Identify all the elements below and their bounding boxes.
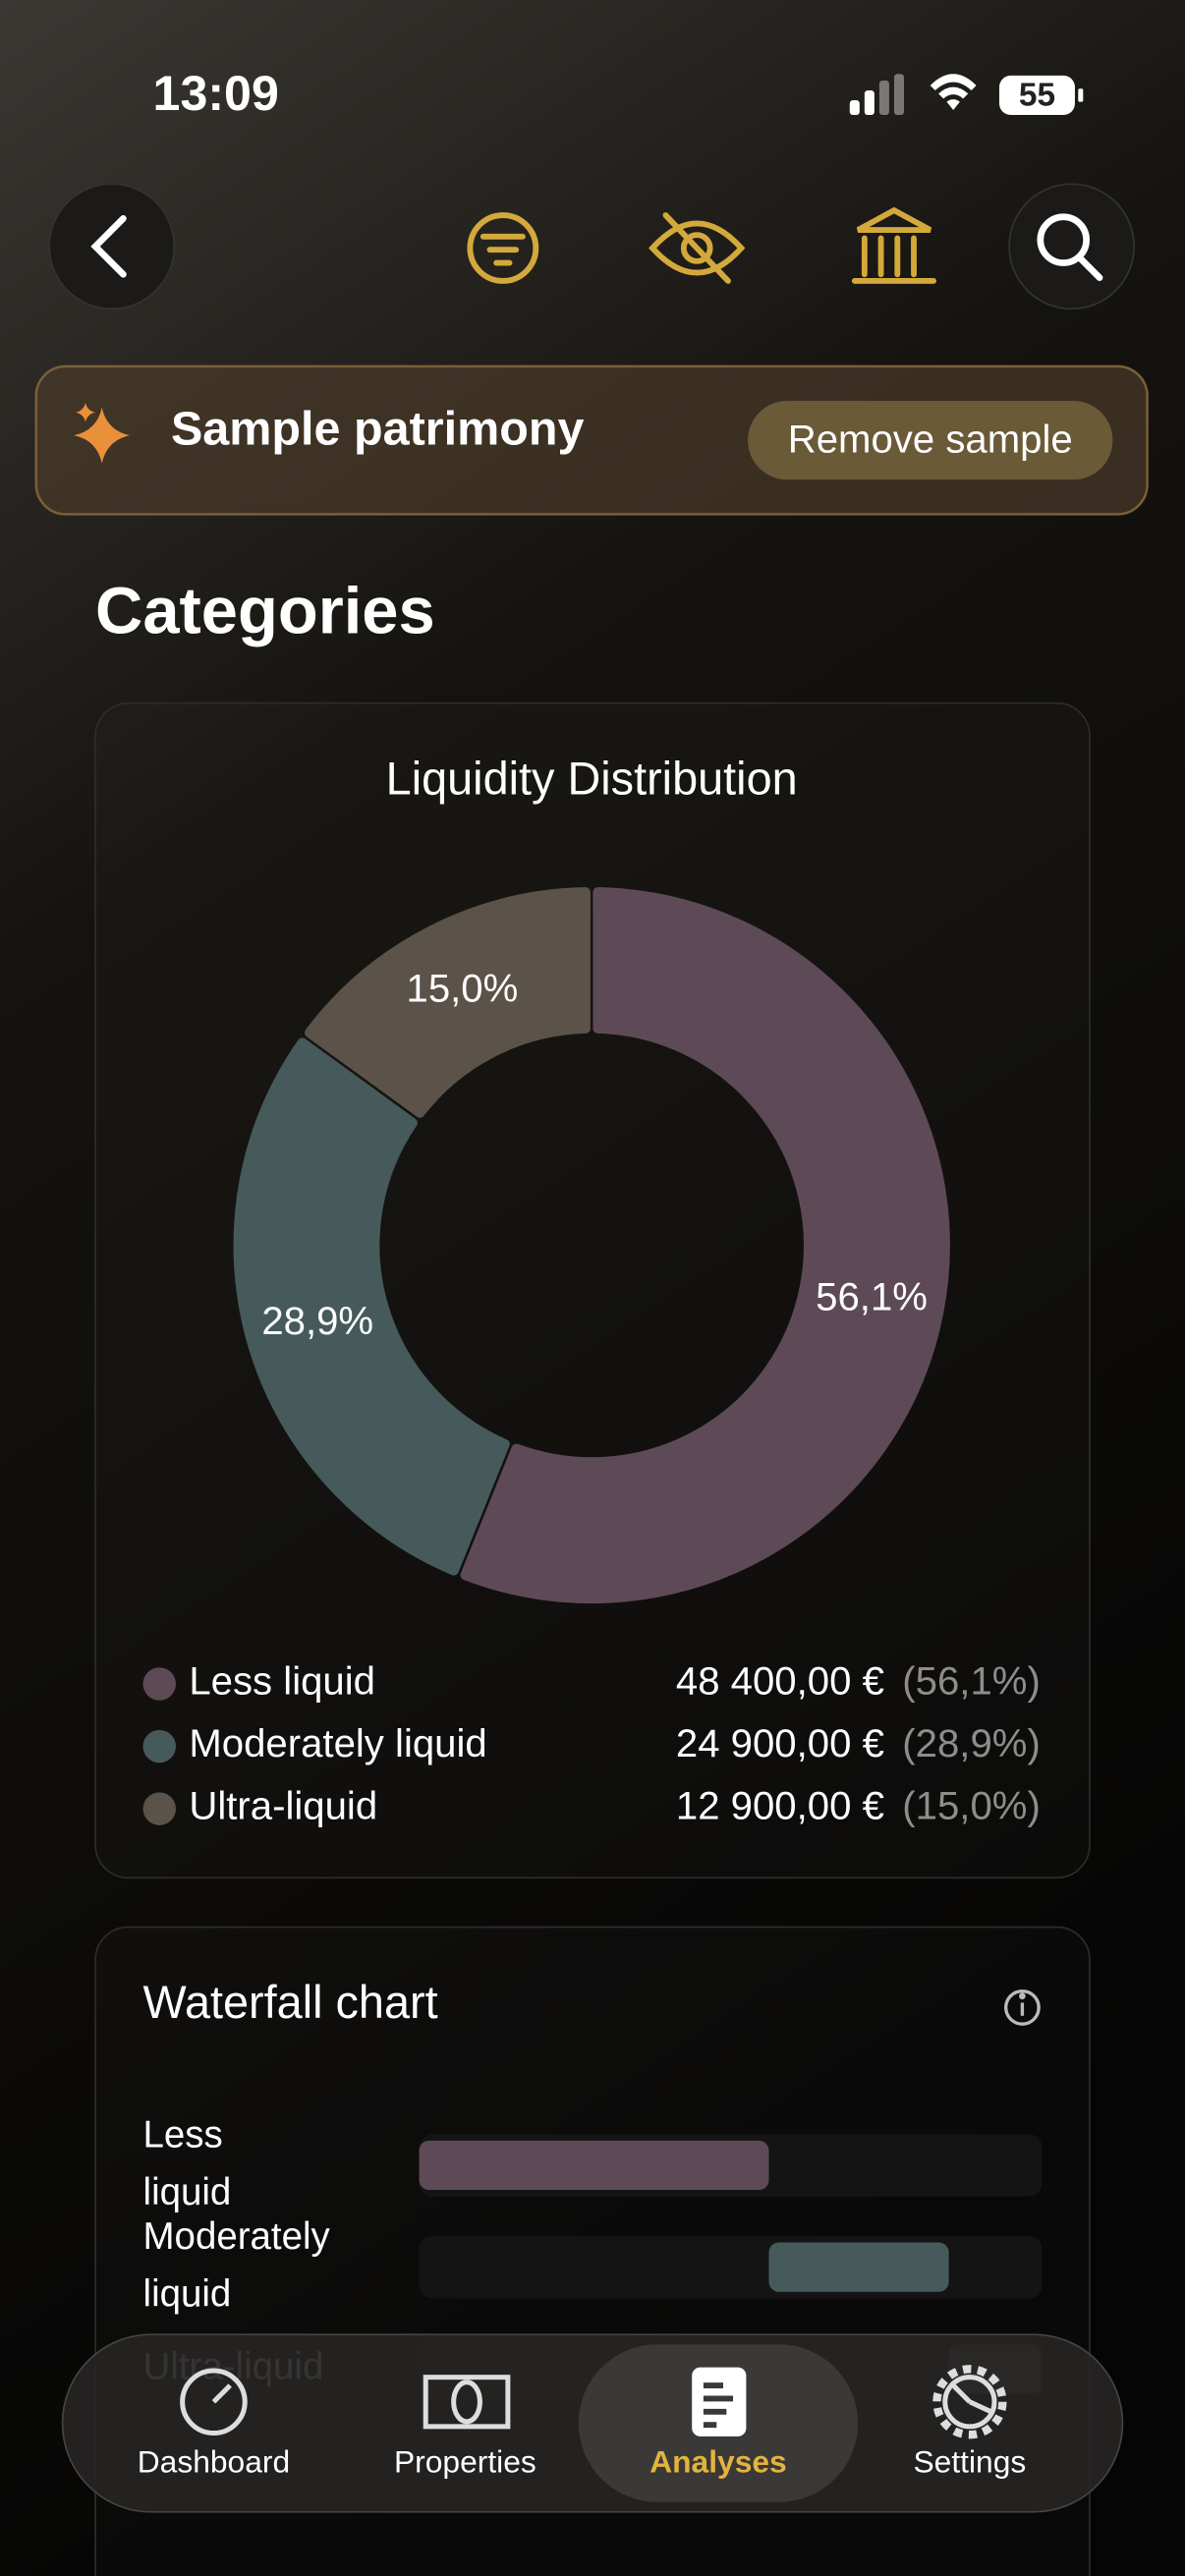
legend-label: Ultra-liquid: [189, 1784, 377, 1828]
filter-button[interactable]: [467, 212, 539, 284]
waterfall-card: [94, 1926, 1091, 2576]
row-label: Moderately liquid: [143, 2215, 331, 2316]
info-icon[interactable]: [1004, 1989, 1041, 2026]
battery: 55: [1019, 77, 1055, 113]
bar: [419, 2140, 769, 2191]
legend-percent: (15,0%): [902, 1784, 1041, 1828]
back-button[interactable]: [48, 183, 176, 310]
remove-sample-label: Remove sample: [788, 417, 1073, 461]
legend-amount: 48 400,00 €: [676, 1659, 884, 1704]
search-icon: [1037, 213, 1103, 281]
tab-label[interactable]: Settings: [913, 2444, 1026, 2480]
legend-percent: (56,1%): [902, 1659, 1041, 1704]
legend-dot: [142, 1667, 176, 1701]
legend-label: Moderately liquid: [189, 1721, 486, 1765]
pie-card: [94, 701, 1091, 1879]
sparkle-icon: [74, 402, 131, 464]
slice-label: 28,9%: [261, 1299, 373, 1343]
legend-dot: [142, 1729, 176, 1764]
bar: [768, 2242, 949, 2292]
status-icons: [849, 74, 1084, 116]
legend-amount: 12 900,00 €: [676, 1784, 884, 1828]
search-button[interactable]: [1008, 183, 1135, 310]
remove-sample-button[interactable]: [748, 401, 1113, 480]
tab-icons: [180, 2365, 1007, 2439]
tab-label[interactable]: Analyses: [649, 2444, 787, 2480]
legend-dot: [142, 1792, 176, 1825]
pie-slice: [233, 1037, 510, 1576]
chart-title: Liquidity Distribution: [386, 753, 798, 804]
hide-button[interactable]: [649, 212, 746, 284]
slice-label: 56,1%: [816, 1274, 928, 1318]
pie-slice: [304, 887, 591, 1118]
pie-slice: [460, 887, 950, 1604]
chart-title: Waterfall chart: [143, 1977, 438, 2028]
banner-title: Sample patrimony: [171, 403, 585, 456]
legend-label: Less liquid: [189, 1659, 375, 1704]
time: 13:09: [153, 66, 279, 121]
row-label: Less liquid: [143, 2114, 232, 2214]
section-title: Categories: [95, 575, 435, 648]
tab-label[interactable]: Dashboard: [138, 2444, 290, 2480]
slice-label: 15,0%: [407, 967, 519, 1011]
bank-button[interactable]: [851, 206, 937, 284]
legend-amount: 24 900,00 €: [676, 1721, 884, 1765]
legend-percent: (28,9%): [902, 1721, 1041, 1765]
back-icon: [90, 215, 127, 278]
tab-label[interactable]: Properties: [394, 2444, 536, 2480]
